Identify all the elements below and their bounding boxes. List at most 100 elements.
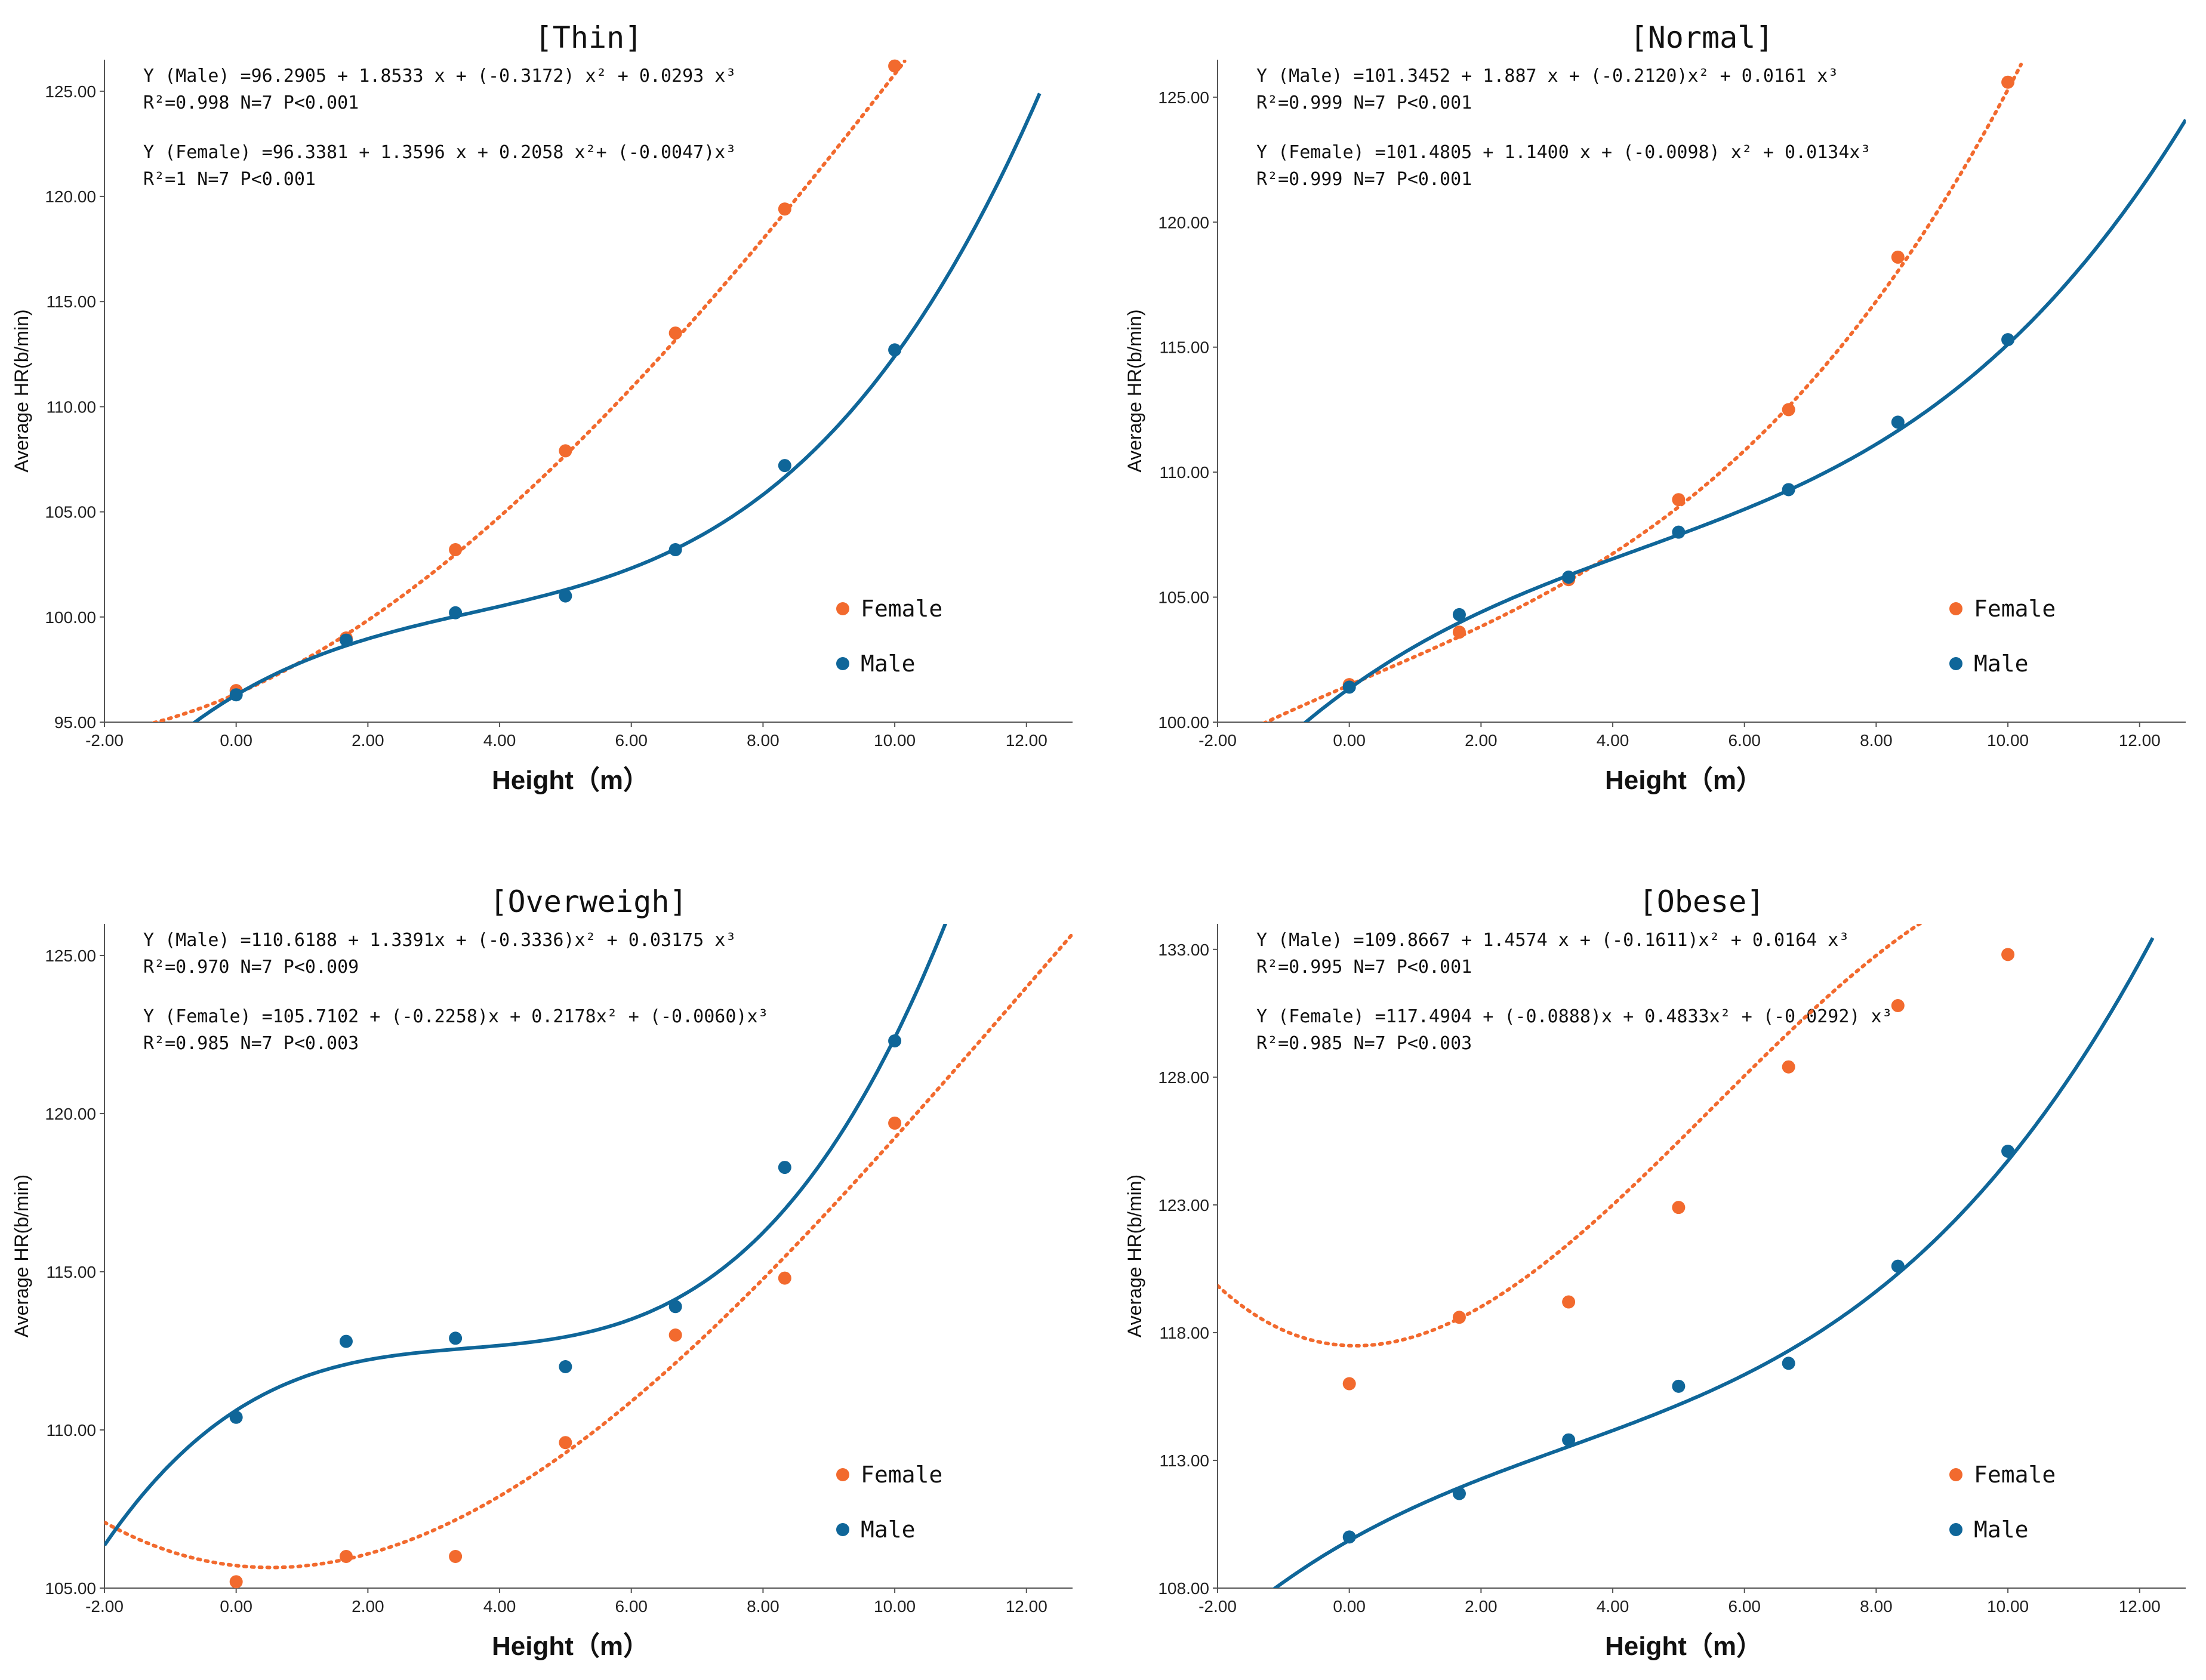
- data-point-male: [449, 1331, 463, 1345]
- y-tick-label: 120.00: [45, 187, 96, 206]
- x-tick-label: 8.00: [747, 1597, 780, 1616]
- data-point-female: [1672, 493, 1686, 507]
- equation-line-2: R²=0.995 N=7 P<0.001: [1256, 957, 1472, 978]
- data-point-female: [1782, 1060, 1795, 1074]
- chart-panel-4: -2.00 0.00 2.00 4.00 6.00 8.00 10.00 12.00 108.0…: [1124, 884, 2186, 1661]
- fit-line-male: [192, 93, 1042, 722]
- chart-panel-3: -2.00 0.00 2.00 4.00 6.00 8.00 10.00 12.00 105.0…: [11, 884, 1073, 1661]
- x-tick-label: 6.00: [1728, 731, 1761, 750]
- data-point-male: [668, 1300, 682, 1314]
- data-point-female: [778, 202, 791, 216]
- y-tick-label: 105.00: [45, 1579, 96, 1598]
- y-tick-label: 125.00: [45, 947, 96, 965]
- data-point-male: [1782, 483, 1795, 497]
- fit-line-male: [104, 924, 948, 1547]
- equation-line-2: R²=0.970 N=7 P<0.009: [143, 957, 359, 978]
- data-point-male: [1342, 1530, 1356, 1544]
- legend-label: Male: [1974, 1516, 2029, 1543]
- data-point-female: [1452, 625, 1466, 639]
- legend-label: Female: [861, 596, 942, 622]
- data-point-female: [449, 543, 463, 557]
- y-tick-label: 110.00: [1159, 463, 1209, 482]
- data-point-male: [1452, 608, 1466, 621]
- equation-line-4: R²=0.985 N=7 P<0.003: [1256, 1033, 1472, 1054]
- y-tick-label: 125.00: [1158, 88, 1209, 107]
- x-tick-label: -2.00: [1198, 731, 1237, 750]
- y-tick-label: 115.00: [1159, 338, 1209, 357]
- equation-line-1: Y (Male) =109.8667 + 1.4574 x + (-0.1611…: [1256, 930, 1849, 951]
- y-tick-label: 110.00: [46, 397, 96, 416]
- data-point-female: [449, 1550, 463, 1563]
- x-tick-label: 4.00: [483, 1597, 516, 1616]
- y-tick-label: 110.00: [46, 1421, 96, 1439]
- y-tick-label: 133.00: [1158, 941, 1209, 959]
- y-tick-label: 125.00: [45, 82, 96, 101]
- data-point-female: [2001, 75, 2015, 89]
- legend-marker: [836, 657, 849, 670]
- x-tick-label: 10.00: [874, 1597, 916, 1616]
- chart-panel-1: -2.00 0.00 2.00 4.00 6.00 8.00 10.00 12.00 95.00…: [11, 20, 1073, 795]
- data-point-female: [559, 444, 572, 458]
- data-point-male: [1672, 1379, 1686, 1393]
- x-tick-label: 4.00: [483, 731, 516, 750]
- chart-title: [Thin]: [535, 20, 643, 55]
- equation-line-3: Y (Female) =96.3381 + 1.3596 x + 0.2058 …: [143, 142, 736, 163]
- legend-item-male: Male: [1949, 1516, 2029, 1543]
- legend-label: Male: [861, 651, 916, 677]
- data-point-female: [668, 326, 682, 340]
- data-point-male: [888, 343, 902, 357]
- data-point-female: [1891, 250, 1905, 264]
- equation-line-3: Y (Female) =105.7102 + (-0.2258)x + 0.21…: [143, 1006, 769, 1027]
- data-point-male: [2001, 1144, 2015, 1158]
- equation-line-1: Y (Male) =110.6188 + 1.3391x + (-0.3336)…: [143, 930, 736, 951]
- y-tick-label: 128.00: [1158, 1068, 1209, 1087]
- equation-line-1: Y (Male) =96.2905 + 1.8533 x + (-0.3172)…: [143, 66, 736, 87]
- fit-line-female: [1218, 924, 1923, 1348]
- x-tick-label: 8.00: [1860, 731, 1893, 750]
- legend-marker: [1949, 1523, 1962, 1536]
- y-tick-label: 113.00: [1159, 1451, 1209, 1470]
- data-point-female: [668, 1328, 682, 1342]
- y-axis-label: Average HR(b/min): [11, 1175, 32, 1337]
- data-point-female: [888, 1116, 902, 1130]
- y-tick-label: 115.00: [46, 1263, 96, 1281]
- x-tick-label: 10.00: [1987, 1597, 2029, 1616]
- x-tick-label: 2.00: [1465, 1597, 1498, 1616]
- data-point-female: [1891, 998, 1905, 1012]
- x-tick-label: 10.00: [1987, 731, 2029, 750]
- y-axis-label: Average HR(b/min): [1124, 309, 1145, 472]
- x-tick-label: 6.00: [615, 1597, 648, 1616]
- data-point-female: [229, 1575, 243, 1589]
- equation-line-3: Y (Female) =117.4904 + (-0.0888)x + 0.48…: [1256, 1006, 1893, 1027]
- x-tick-label: 12.00: [2119, 731, 2161, 750]
- y-tick-label: 123.00: [1158, 1196, 1209, 1214]
- equation-line-1: Y (Male) =101.3452 + 1.887 x + (-0.2120)…: [1256, 66, 1838, 87]
- data-point-male: [1672, 525, 1686, 539]
- data-point-female: [559, 1436, 572, 1450]
- data-point-male: [449, 606, 463, 619]
- data-point-male: [888, 1034, 902, 1048]
- x-tick-label: 4.00: [1597, 1597, 1629, 1616]
- x-tick-label: 0.00: [1333, 731, 1366, 750]
- data-point-female: [1342, 1377, 1356, 1391]
- x-tick-label: 12.00: [2119, 1597, 2161, 1616]
- y-tick-label: 105.00: [1158, 588, 1209, 607]
- data-point-male: [559, 589, 572, 603]
- equation-line-3: Y (Female) =101.4805 + 1.1400 x + (-0.00…: [1256, 142, 1871, 163]
- data-point-female: [1672, 1201, 1686, 1214]
- legend-marker: [836, 1523, 849, 1536]
- data-point-female: [1782, 403, 1795, 417]
- x-tick-label: 12.00: [1006, 1597, 1047, 1616]
- data-point-female: [888, 59, 902, 73]
- chart-title: [Overweigh]: [489, 884, 687, 919]
- y-tick-label: 100.00: [45, 608, 96, 627]
- data-point-male: [1562, 1433, 1576, 1447]
- y-axis-label: Average HR(b/min): [11, 309, 32, 472]
- x-tick-label: 2.00: [1465, 731, 1498, 750]
- data-point-male: [1891, 415, 1905, 429]
- data-point-female: [778, 1271, 791, 1285]
- data-point-male: [1891, 1259, 1905, 1273]
- x-tick-label: 6.00: [1728, 1597, 1761, 1616]
- x-tick-label: 4.00: [1597, 731, 1629, 750]
